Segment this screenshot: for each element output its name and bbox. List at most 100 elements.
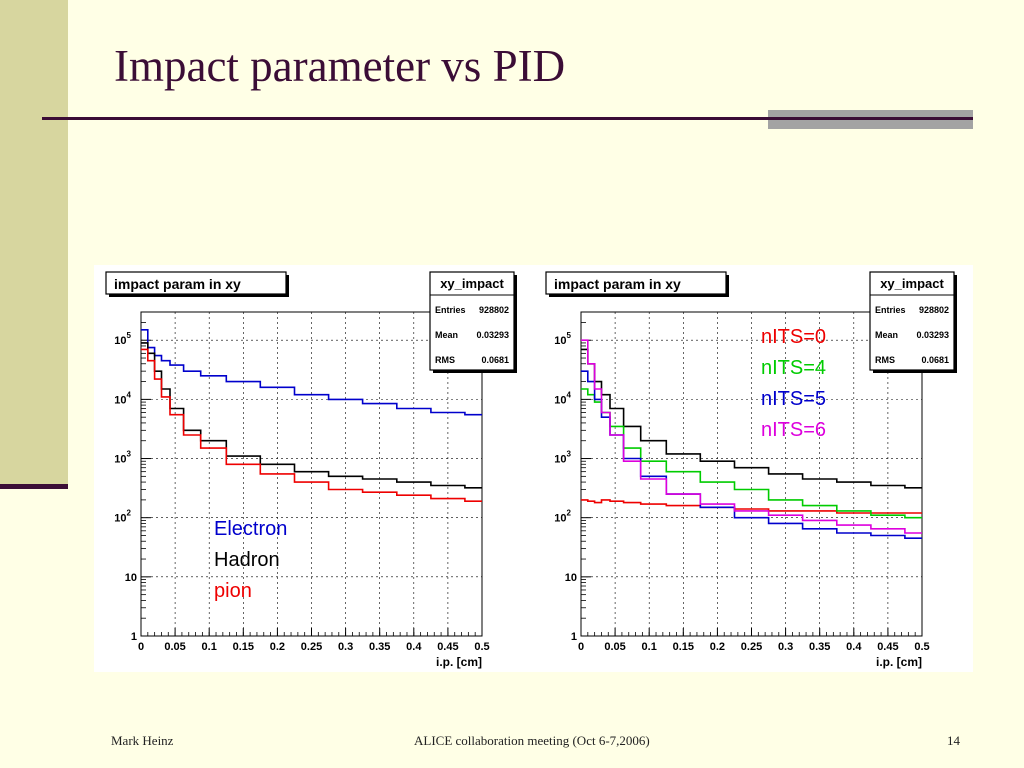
y-tick-label: 1 bbox=[571, 631, 577, 643]
y-tick-base: 10 bbox=[114, 513, 126, 525]
series-line bbox=[141, 348, 482, 502]
y-tick-exponent: 5 bbox=[127, 331, 132, 340]
sidebar-band bbox=[0, 0, 68, 486]
stats-label: Entries bbox=[875, 305, 906, 315]
y-tick-label: 1 bbox=[131, 631, 137, 643]
stats-value: 928802 bbox=[919, 305, 949, 315]
chart-left: 0 0.05 0.1 0.15 0.2 0.25 0.3 0.35 0.4 0.45 0.51101… bbox=[105, 271, 517, 669]
series-line bbox=[141, 342, 482, 489]
footer-meeting: ALICE collaboration meeting (Oct 6-7,200… bbox=[414, 733, 650, 748]
chart-right: 0 0.05 0.1 0.15 0.2 0.25 0.3 0.35 0.4 0.45 0.51101… bbox=[545, 271, 957, 669]
x-tick-label: 0.35 bbox=[809, 641, 830, 653]
x-axis-label: i.p. [cm] bbox=[436, 655, 482, 669]
stats-label: Mean bbox=[875, 330, 898, 340]
chart-title-shadow bbox=[109, 294, 289, 297]
stats-box bbox=[429, 271, 515, 371]
x-tick-label: 0.1 bbox=[202, 641, 217, 653]
y-tick-label: 105 bbox=[114, 331, 131, 347]
x-tick-label: 0 bbox=[578, 641, 584, 653]
y-tick-base: 10 bbox=[554, 394, 566, 406]
stats-box-shadow bbox=[954, 275, 957, 373]
y-tick-exponent: 4 bbox=[127, 390, 132, 399]
y-tick-exponent: 3 bbox=[567, 450, 572, 459]
y-tick-base: 10 bbox=[554, 335, 566, 347]
footer-page-number: 14 bbox=[947, 733, 960, 748]
y-tick-base: 1 bbox=[571, 631, 577, 643]
x-tick-label: 0.3 bbox=[778, 641, 793, 653]
y-tick-base: 1 bbox=[131, 631, 137, 643]
x-tick-label: 0.35 bbox=[369, 641, 390, 653]
series-line bbox=[581, 339, 922, 534]
y-tick-base: 10 bbox=[114, 335, 126, 347]
y-tick-exponent: 2 bbox=[567, 509, 572, 518]
y-tick-base: 10 bbox=[125, 572, 137, 584]
title-rule bbox=[42, 117, 972, 120]
title-rule-overlay bbox=[768, 117, 973, 120]
series-line bbox=[581, 348, 922, 489]
legend-entry: nITS=5 bbox=[761, 388, 826, 410]
x-axis-label: i.p. [cm] bbox=[876, 655, 922, 669]
stats-box bbox=[869, 271, 955, 371]
stats-box-shadow bbox=[433, 370, 517, 373]
y-tick-label: 10 bbox=[565, 572, 577, 584]
stats-value: 928802 bbox=[479, 305, 509, 315]
y-tick-label: 104 bbox=[554, 390, 571, 406]
x-tick-label: 0 bbox=[138, 641, 144, 653]
chart-title: impact param in xy bbox=[554, 276, 681, 292]
stats-label: RMS bbox=[435, 355, 455, 365]
x-tick-label: 0.25 bbox=[741, 641, 762, 653]
y-tick-base: 10 bbox=[565, 572, 577, 584]
chart-title-shadow bbox=[286, 275, 289, 297]
footer-author: Mark Heinz bbox=[111, 733, 174, 748]
y-tick-exponent: 3 bbox=[127, 450, 132, 459]
x-tick-label: 0.05 bbox=[604, 641, 625, 653]
sidebar-rule bbox=[0, 484, 68, 489]
y-tick-label: 103 bbox=[554, 450, 571, 466]
x-tick-label: 0.2 bbox=[710, 641, 725, 653]
chart-title-shadow bbox=[726, 275, 729, 297]
stats-value: 0.03293 bbox=[916, 330, 949, 340]
x-tick-label: 0.15 bbox=[233, 641, 254, 653]
x-tick-label: 0.45 bbox=[437, 641, 458, 653]
stats-label: Entries bbox=[435, 305, 466, 315]
legend-entry: nITS=0 bbox=[761, 326, 826, 348]
plots-panel: 0 0.05 0.1 0.15 0.2 0.25 0.3 0.35 0.4 0.45 0.5 1 10 1… bbox=[94, 265, 973, 672]
x-tick-label: 0.3 bbox=[338, 641, 353, 653]
stats-label: Mean bbox=[435, 330, 458, 340]
x-tick-label: 0.25 bbox=[301, 641, 322, 653]
y-tick-base: 10 bbox=[114, 394, 126, 406]
legend-entry: pion bbox=[214, 580, 252, 602]
legend-entry: Hadron bbox=[214, 549, 280, 571]
legend-entry: nITS=4 bbox=[761, 357, 826, 379]
x-tick-label: 0.1 bbox=[642, 641, 657, 653]
y-tick-label: 103 bbox=[114, 450, 131, 466]
x-tick-label: 0.15 bbox=[673, 641, 694, 653]
stats-box-shadow bbox=[514, 275, 517, 373]
legend-entry: Electron bbox=[214, 518, 287, 540]
y-tick-label: 102 bbox=[554, 509, 571, 525]
y-tick-label: 102 bbox=[114, 509, 131, 525]
x-tick-label: 0.5 bbox=[474, 641, 489, 653]
chart-title-shadow bbox=[549, 294, 729, 297]
y-tick-exponent: 4 bbox=[567, 390, 572, 399]
y-tick-exponent: 5 bbox=[567, 331, 572, 340]
legend-entry: nITS=6 bbox=[761, 419, 826, 441]
y-tick-label: 105 bbox=[554, 331, 571, 347]
stats-label: RMS bbox=[875, 355, 895, 365]
y-tick-base: 10 bbox=[554, 454, 566, 466]
x-tick-label: 0.2 bbox=[270, 641, 285, 653]
x-tick-label: 0.45 bbox=[877, 641, 898, 653]
stats-box-shadow bbox=[873, 370, 957, 373]
series-line bbox=[581, 388, 922, 519]
chart-title: impact param in xy bbox=[114, 276, 241, 292]
x-tick-label: 0.5 bbox=[914, 641, 929, 653]
stats-box-name: xy_impact bbox=[880, 276, 944, 291]
y-tick-label: 10 bbox=[125, 572, 137, 584]
y-tick-base: 10 bbox=[114, 454, 126, 466]
y-tick-label: 104 bbox=[114, 390, 131, 406]
stats-value: 0.0681 bbox=[921, 355, 949, 365]
series-line bbox=[581, 499, 922, 514]
x-tick-label: 0.4 bbox=[406, 641, 422, 653]
stats-value: 0.03293 bbox=[476, 330, 509, 340]
stats-box-name: xy_impact bbox=[440, 276, 504, 291]
